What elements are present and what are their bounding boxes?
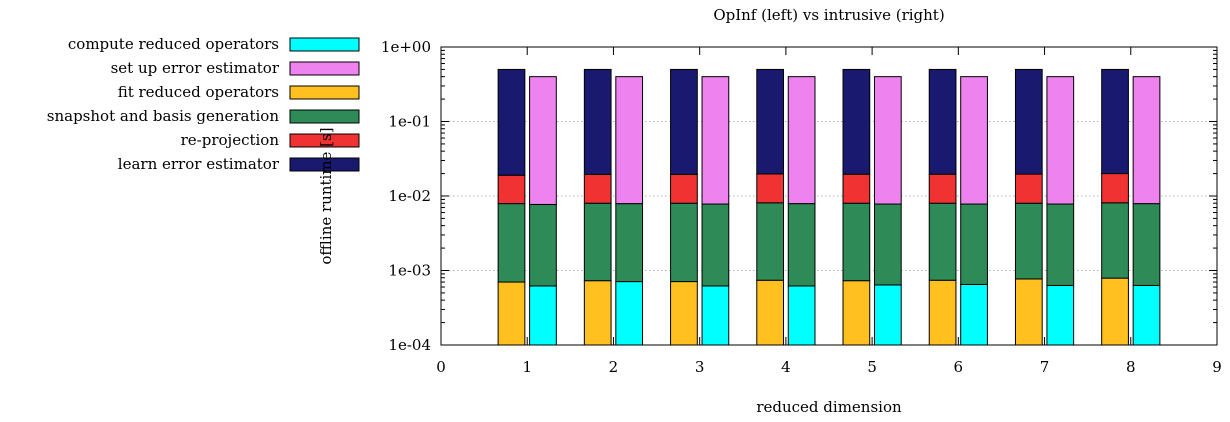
- bar-segment-opinf-re-projection: [842, 173, 871, 204]
- bar-segment-intrusive-snapshot-and-basis-generation: [529, 203, 557, 287]
- y-axis-ticks: 1e-04 1e-03 1e-02 1e-01 1e+00: [381, 38, 1217, 354]
- bar-segment-opinf-learn-error-estimator: [1014, 68, 1043, 175]
- bar-segment-opinf-snapshot-and-basis-generation: [1014, 202, 1043, 280]
- bar-segment-intrusive-compute-reduced-operators: [529, 285, 557, 346]
- bar-segment-opinf-learn-error-estimator: [842, 68, 871, 175]
- bar-segment-opinf-snapshot-and-basis-generation: [583, 202, 612, 282]
- bar-segment-intrusive-set-up-error-estimator: [873, 76, 902, 205]
- bar-segment-opinf-snapshot-and-basis-generation: [1101, 202, 1129, 279]
- bar-segment-opinf-snapshot-and-basis-generation: [497, 203, 526, 283]
- legend-label: fit reduced operators: [118, 83, 279, 101]
- x-tick-label: 1: [522, 358, 532, 376]
- x-tick-label: 9: [1212, 358, 1222, 376]
- bar-segment-intrusive-set-up-error-estimator: [787, 76, 816, 205]
- bar-segment-opinf-snapshot-and-basis-generation: [928, 202, 957, 281]
- bar-segment-intrusive-compute-reduced-operators: [960, 283, 988, 346]
- legend-swatch-fit-reduced-operators: [289, 85, 360, 100]
- bar-segment-intrusive-set-up-error-estimator: [529, 76, 557, 205]
- bar-segment-opinf-fit-reduced-operators: [670, 281, 698, 346]
- bar-segment-intrusive-set-up-error-estimator: [1132, 76, 1161, 205]
- legend-label: set up error estimator: [111, 59, 280, 77]
- legend-swatch-re-projection: [289, 133, 360, 148]
- bar-segment-opinf-fit-reduced-operators: [583, 280, 612, 346]
- y-tick-label: 1e-02: [388, 187, 431, 205]
- bar-segment-intrusive-snapshot-and-basis-generation: [960, 203, 988, 285]
- bar-segment-intrusive-compute-reduced-operators: [1132, 284, 1161, 346]
- bar-segment-intrusive-snapshot-and-basis-generation: [873, 203, 902, 286]
- bars: [497, 68, 1161, 346]
- bar-segment-intrusive-compute-reduced-operators: [701, 285, 730, 346]
- bar-segment-opinf-learn-error-estimator: [497, 68, 526, 176]
- x-tick-label: 0: [436, 358, 446, 376]
- bar-segment-opinf-re-projection: [583, 173, 612, 204]
- bar-segment-intrusive-snapshot-and-basis-generation: [701, 203, 730, 287]
- bar-segment-intrusive-set-up-error-estimator: [615, 76, 644, 205]
- bar-segment-opinf-snapshot-and-basis-generation: [756, 202, 785, 281]
- x-tick-label: 8: [1126, 358, 1136, 376]
- bar-segment-opinf-learn-error-estimator: [1101, 68, 1129, 175]
- grid-lines: [441, 121, 1217, 271]
- bar-segment-intrusive-set-up-error-estimator: [1046, 76, 1075, 205]
- bar-segment-intrusive-compute-reduced-operators: [1046, 284, 1075, 346]
- x-tick-label: 2: [609, 358, 619, 376]
- x-axis-label: reduced dimension: [756, 398, 902, 416]
- chart-title: OpInf (left) vs intrusive (right): [713, 6, 944, 24]
- bar-segment-opinf-re-projection: [497, 174, 526, 205]
- legend-label: learn error estimator: [118, 155, 280, 173]
- bar-segment-opinf-learn-error-estimator: [670, 68, 698, 175]
- x-axis-ticks: 0 1 2 3 4 5 6 7 8 9: [436, 47, 1222, 376]
- legend-label: snapshot and basis generation: [47, 107, 280, 125]
- x-tick-label: 3: [695, 358, 705, 376]
- x-tick-label: 4: [781, 358, 791, 376]
- legend-swatch-set-up-error-estimator: [289, 61, 360, 76]
- legend-swatch-learn-error-estimator: [289, 157, 360, 172]
- bar-segment-opinf-learn-error-estimator: [928, 68, 957, 175]
- x-tick-label: 7: [1040, 358, 1050, 376]
- y-axis-label: offline runtime [s]: [317, 127, 335, 264]
- bar-segment-opinf-re-projection: [928, 173, 957, 204]
- bar-segment-opinf-fit-reduced-operators: [928, 279, 957, 346]
- bar-segment-opinf-snapshot-and-basis-generation: [670, 202, 698, 283]
- bar-segment-opinf-learn-error-estimator: [583, 68, 612, 175]
- bar-segment-intrusive-compute-reduced-operators: [787, 285, 816, 346]
- bar-segment-opinf-re-projection: [756, 173, 785, 204]
- y-tick-label: 1e+00: [381, 38, 431, 56]
- bar-segment-opinf-learn-error-estimator: [756, 68, 785, 175]
- bar-segment-intrusive-snapshot-and-basis-generation: [787, 203, 816, 287]
- bar-segment-opinf-snapshot-and-basis-generation: [842, 202, 871, 282]
- bar-segment-intrusive-compute-reduced-operators: [873, 284, 902, 346]
- bar-segment-opinf-fit-reduced-operators: [1101, 277, 1129, 346]
- bar-segment-intrusive-snapshot-and-basis-generation: [615, 203, 644, 283]
- bar-segment-opinf-fit-reduced-operators: [1014, 278, 1043, 346]
- bar-segment-opinf-fit-reduced-operators: [756, 279, 785, 346]
- bar-segment-intrusive-set-up-error-estimator: [960, 76, 988, 205]
- legend-label: re-projection: [181, 131, 280, 149]
- y-tick-label: 1e-03: [388, 262, 431, 280]
- bar-segment-opinf-fit-reduced-operators: [842, 280, 871, 346]
- bar-segment-opinf-re-projection: [670, 173, 698, 204]
- bar-segment-intrusive-snapshot-and-basis-generation: [1132, 203, 1161, 286]
- bar-segment-intrusive-set-up-error-estimator: [701, 76, 730, 205]
- y-tick-label: 1e-01: [388, 113, 431, 131]
- x-tick-label: 6: [954, 358, 964, 376]
- legend-swatch-snapshot-and-basis-generation: [289, 109, 360, 124]
- bar-segment-opinf-fit-reduced-operators: [497, 281, 526, 346]
- legend-swatch-compute-reduced-operators: [289, 37, 360, 52]
- bar-segment-opinf-re-projection: [1101, 173, 1129, 204]
- bar-segment-opinf-re-projection: [1014, 173, 1043, 204]
- x-tick-label: 5: [867, 358, 877, 376]
- legend: compute reduced operators set up error es…: [47, 35, 360, 173]
- y-tick-label: 1e-04: [388, 336, 431, 354]
- legend-label: compute reduced operators: [68, 35, 279, 53]
- bar-segment-intrusive-snapshot-and-basis-generation: [1046, 203, 1075, 286]
- bar-segment-intrusive-compute-reduced-operators: [615, 281, 644, 346]
